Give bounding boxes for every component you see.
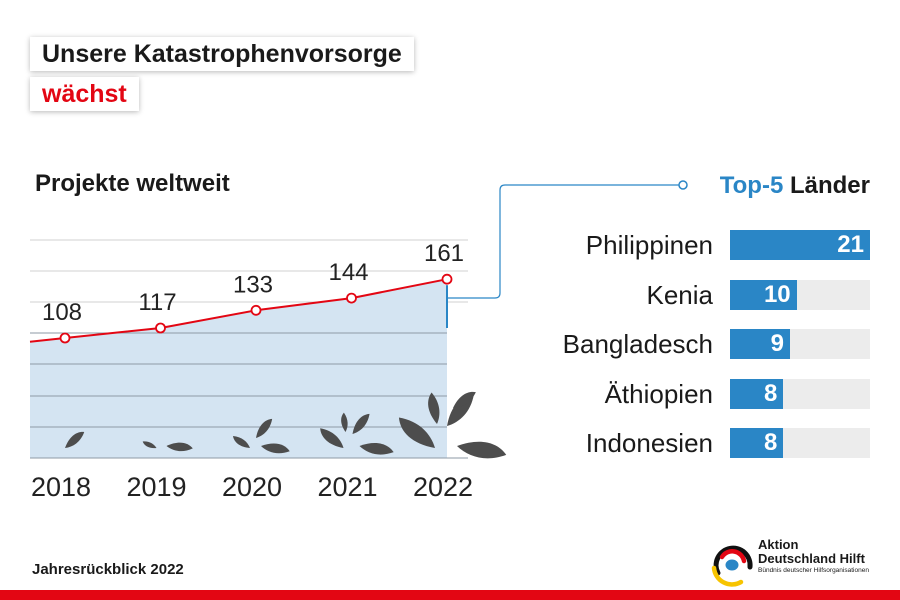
tick-label: 2020: [222, 472, 282, 502]
bar-value-label: 8: [763, 429, 778, 456]
connector-icon: [447, 184, 679, 299]
top5-title-accent: Top-5: [719, 172, 784, 199]
data-label: 161: [424, 240, 464, 267]
data-label: 108: [42, 299, 82, 326]
chart-grid-overlay: [30, 332, 468, 459]
data-point: [155, 322, 166, 334]
logo-text: Aktion: [758, 537, 799, 552]
footer-text: Jahresrückblick 2022: [32, 561, 184, 578]
logo-icon: [711, 545, 753, 587]
country-label: Kenia: [646, 279, 714, 310]
plant-icon: [398, 391, 507, 459]
leaf: [320, 428, 344, 448]
data-label: 133: [233, 271, 273, 298]
tick-label: 2022: [413, 472, 473, 502]
bar-track: 8: [730, 428, 870, 458]
data-line: [29, 278, 448, 343]
value-labels: 108 117 133 144 161: [42, 240, 464, 326]
bar: 8: [730, 428, 784, 458]
leaf: [232, 435, 250, 448]
bar: 21: [730, 230, 870, 260]
country-label: Äthiopien: [604, 378, 713, 409]
bar-value-label: 8: [763, 379, 778, 407]
leaf: [256, 418, 273, 438]
data-points: [59, 273, 453, 344]
leaf: [142, 441, 157, 449]
plant-icon: [232, 418, 290, 454]
leaf: [261, 443, 290, 454]
tick-label: 2021: [317, 472, 377, 502]
bar-value-label: 21: [837, 231, 864, 258]
top5-title: Top-5 Länder: [720, 172, 870, 200]
tick-label: 2019: [126, 472, 186, 502]
data-point: [59, 332, 71, 344]
data-label: 144: [328, 259, 368, 286]
leaf: [453, 391, 476, 408]
leaf: [359, 443, 394, 455]
leaf: [398, 417, 435, 448]
bar: 9: [730, 329, 790, 359]
top5-title-rest: Länder: [783, 172, 870, 199]
bar-value-label: 10: [763, 280, 791, 308]
leaf: [166, 442, 193, 452]
page-title: Unsere Katastrophenvorsorge: [30, 37, 414, 71]
bar-track: 10: [730, 279, 870, 310]
organization-logo: Aktion Deutschland Hilft Bündnis deutsch…: [708, 537, 888, 587]
country-label: Philippinen: [585, 230, 713, 260]
leaf: [65, 431, 85, 448]
data-point: [441, 273, 453, 285]
x-axis-labels: 2018 2019 2020 2021 2022: [31, 472, 473, 502]
tick-label: 2018: [31, 472, 91, 502]
chart-title: Projekte weltweit: [35, 170, 230, 197]
data-label: 117: [138, 289, 176, 316]
data-point: [346, 292, 357, 304]
logo-text: Deutschland Hilft: [758, 551, 865, 566]
connector-dot: [678, 180, 688, 190]
leaf: [457, 441, 507, 459]
leaf: [352, 413, 370, 434]
page-title-highlight: wächst: [30, 77, 139, 111]
bar-track: 9: [730, 329, 870, 359]
area-fill: [30, 279, 447, 458]
bar: 10: [730, 279, 797, 310]
bar-value-label: 9: [770, 330, 784, 357]
bar: 8: [730, 378, 784, 409]
data-point: [250, 304, 262, 316]
leaf: [428, 392, 440, 424]
bar-track: 8: [730, 378, 870, 409]
country-label: Bangladesch: [562, 329, 713, 359]
bar-track: 21: [730, 230, 870, 260]
plant-icons: [65, 391, 507, 459]
bottom-accent-bar: [0, 590, 900, 600]
leaf: [341, 412, 348, 432]
plant-icon: [320, 412, 394, 455]
plant-icon: [142, 441, 193, 452]
logo-subtext: Bündnis deutscher Hilfsorganisationen: [758, 567, 869, 574]
plant-icon: [65, 431, 85, 448]
country-label: Indonesien: [585, 428, 713, 458]
